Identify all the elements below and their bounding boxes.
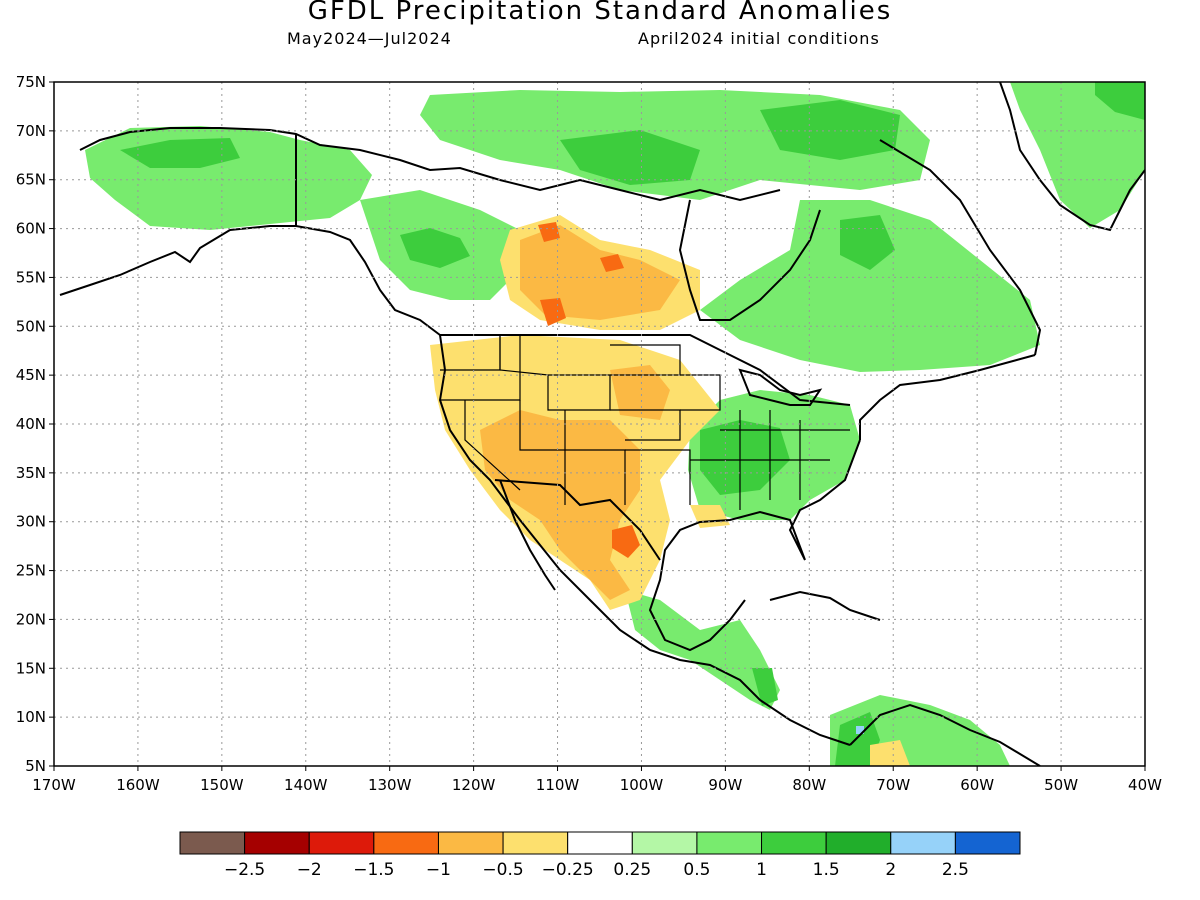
legend-swatch [825, 831, 892, 855]
legend-label: −0.25 [542, 860, 594, 880]
longitude-labels: 170W 160W 150W 140W 130W 120W 110W 100W 90W 80W 70… [32, 766, 1162, 794]
lon-tick-label: 140W [284, 776, 328, 794]
us-mexico-border [494, 479, 661, 561]
map-title: GFDL Precipitation Standard Anomalies [307, 0, 893, 26]
color-legend: −2.5 −2 −1.5 −1 −0.5 −0.25 0.25 0.5 1 1.5 2 2.5 [179, 831, 1021, 880]
legend-swatch [954, 831, 1021, 855]
lon-tick-label: 70W [876, 776, 910, 794]
labrador-coastline [879, 139, 1042, 356]
legend-swatch [567, 831, 633, 855]
greenland-coastline [999, 82, 1145, 232]
lat-tick-label: 35N [16, 464, 46, 482]
hudson-bay-coastline [678, 199, 821, 321]
lon-tick-label: 60W [960, 776, 994, 794]
legend-label: 0.25 [613, 860, 651, 880]
arctic-coastline [79, 127, 781, 202]
colombia-mild-deficit [870, 740, 910, 766]
greenland-strong-anomaly [1095, 82, 1145, 120]
initial-conditions-label: April2024 initial conditions [638, 29, 880, 48]
legend-swatch [502, 831, 569, 855]
legend-label: −2.5 [224, 860, 265, 880]
lat-tick-label: 40N [16, 415, 46, 433]
legend-swatch [890, 831, 956, 855]
legend-swatch [179, 831, 246, 855]
lat-tick-label: 70N [16, 122, 46, 140]
alberta-strong-deficit [538, 222, 560, 242]
anomaly-shading [85, 82, 1145, 766]
lat-tick-label: 60N [16, 220, 46, 238]
lat-tick-label: 75N [16, 73, 46, 91]
lon-tick-label: 130W [368, 776, 412, 794]
lon-tick-label: 50W [1044, 776, 1078, 794]
legend-label: 2.5 [942, 860, 969, 880]
legend-swatch [244, 831, 310, 855]
lon-tick-label: 40W [1128, 776, 1162, 794]
legend-label: −1 [426, 860, 451, 880]
yucatan-strong-anomaly [752, 668, 778, 706]
south-america-coastline [849, 703, 1041, 766]
gulf-coastline [648, 439, 861, 652]
legend-label: 2 [885, 860, 896, 880]
arctic-strong-anomaly-east [760, 100, 900, 160]
legend-label: 0.5 [683, 860, 710, 880]
legend-swatch [437, 831, 504, 855]
legend-label: 1.5 [813, 860, 840, 880]
canada-strong-anomaly [400, 228, 470, 268]
legend-label: −1.5 [353, 860, 394, 880]
eastern-canada-anomaly [700, 200, 1040, 372]
lon-tick-label: 160W [116, 776, 160, 794]
legend-swatch [631, 831, 698, 855]
lat-tick-label: 50N [16, 317, 46, 335]
coastlines [59, 82, 1145, 766]
lat-tick-label: 55N [16, 268, 46, 286]
cuba-coastline [769, 590, 881, 621]
lat-tick-label: 30N [16, 513, 46, 531]
arctic-strong-anomaly [560, 130, 700, 185]
gridlines [54, 82, 1145, 766]
lat-tick-label: 25N [16, 562, 46, 580]
southeast-strong-anomaly [700, 420, 790, 495]
legend-swatch [696, 831, 763, 855]
manitoba-strong-deficit [600, 254, 624, 272]
legend-swatch [761, 831, 827, 855]
us-canada-border [440, 334, 851, 406]
lon-tick-label: 100W [620, 776, 664, 794]
greenland-anomaly [1010, 82, 1145, 228]
lon-tick-label: 120W [452, 776, 496, 794]
lon-tick-label: 170W [32, 776, 76, 794]
great-lakes [738, 368, 823, 406]
saskatchewan-deficit [520, 225, 680, 320]
canada-strong-deficit [540, 298, 566, 326]
lat-tick-label: 10N [16, 708, 46, 726]
lon-tick-label: 110W [536, 776, 580, 794]
lat-tick-label: 5N [25, 757, 46, 775]
legend-label: −0.5 [482, 860, 523, 880]
plains-deficit [610, 365, 670, 420]
legend-label: −2 [297, 860, 322, 880]
lon-tick-label: 80W [792, 776, 826, 794]
lon-tick-label: 150W [200, 776, 244, 794]
lon-tick-label: 90W [708, 776, 742, 794]
baja-coastline [499, 479, 556, 591]
legend-swatch [308, 831, 375, 855]
alaska-coastline [59, 225, 441, 336]
lat-tick-label: 15N [16, 659, 46, 677]
latitude-labels: 75N 70N 65N 60N 55N 50N 45N 40N 35N 30N 25N 20N 15N 1… [16, 73, 54, 775]
southwest-deficit [480, 410, 640, 600]
east-coast [859, 354, 1036, 440]
alaska-strong-anomaly [120, 138, 240, 168]
legend-swatch [373, 831, 439, 855]
mexico-strong-deficit [612, 525, 640, 558]
lat-tick-label: 45N [16, 366, 46, 384]
lat-tick-label: 20N [16, 610, 46, 628]
legend-label: 1 [756, 860, 767, 880]
state-borders [440, 335, 850, 510]
west-coast [438, 334, 851, 746]
forecast-period: May2024—Jul2024 [287, 29, 452, 48]
lat-tick-label: 65N [16, 171, 46, 189]
